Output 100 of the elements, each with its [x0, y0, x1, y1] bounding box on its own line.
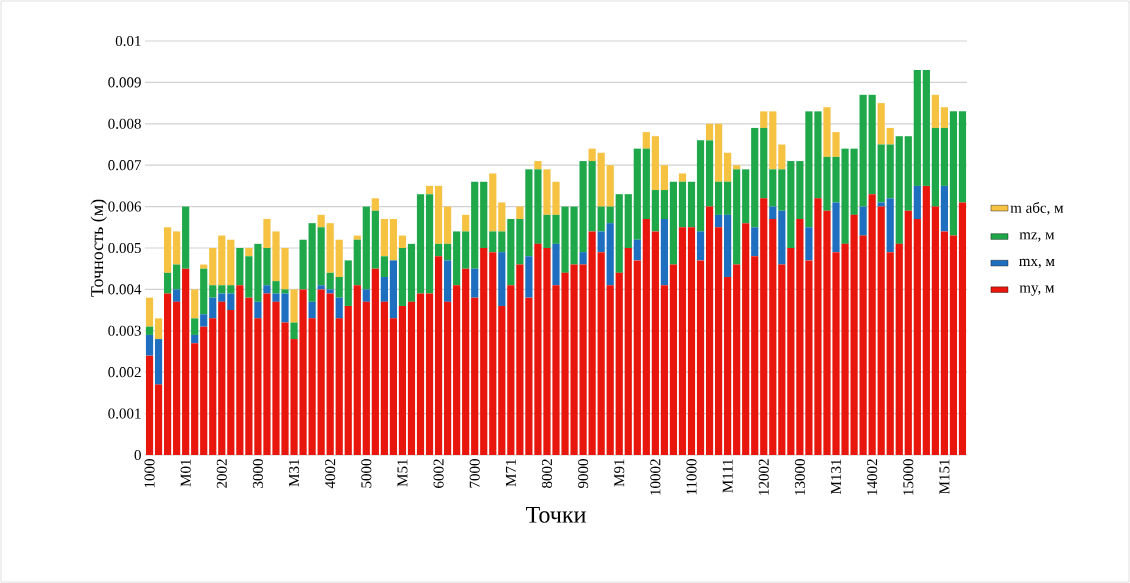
- bar: [696, 231, 705, 261]
- bar: [922, 69, 930, 186]
- x-tick-label: 12002: [758, 459, 769, 495]
- bar: [760, 198, 768, 455]
- bar: [633, 239, 641, 261]
- bar: [200, 268, 208, 315]
- bar: [733, 165, 741, 170]
- bar: [669, 264, 678, 455]
- bar: [254, 301, 262, 319]
- bar: [163, 227, 172, 273]
- bar: [778, 210, 786, 265]
- bar: [489, 173, 497, 232]
- bar: [335, 318, 343, 455]
- bar: [218, 301, 226, 455]
- bar: [886, 144, 894, 199]
- x-tick-label: 6002: [433, 459, 444, 488]
- x-tick-label: 8002: [541, 459, 553, 488]
- bar: [778, 169, 786, 211]
- bar: [597, 152, 605, 207]
- bar: [660, 165, 668, 191]
- y-tick-label: 0.005: [108, 242, 141, 254]
- x-tick-label: 4002: [325, 459, 336, 489]
- bar: [651, 190, 659, 232]
- bar: [154, 384, 163, 455]
- x-tick-label: M51: [397, 459, 408, 487]
- bar: [859, 94, 867, 207]
- bar: [805, 227, 813, 261]
- bar: [489, 252, 497, 455]
- bar: [651, 231, 659, 455]
- bar: [714, 214, 723, 228]
- bar: [705, 140, 714, 207]
- bar: [733, 169, 741, 265]
- bar: [751, 127, 759, 228]
- bar: [191, 343, 199, 455]
- bar: [606, 206, 614, 224]
- bar: [624, 247, 632, 455]
- bar: [317, 289, 325, 455]
- bar: [471, 268, 479, 298]
- x-tick-label: 10002: [650, 459, 661, 495]
- x-tick-label: 1000: [144, 459, 155, 488]
- y-tick-label: 0.009: [108, 77, 141, 88]
- bar: [209, 247, 217, 286]
- bar: [425, 185, 434, 195]
- bar: [398, 305, 407, 455]
- bar: [191, 318, 199, 335]
- x-tick-label: 11000: [686, 459, 697, 495]
- bar: [606, 285, 614, 455]
- bar: [425, 293, 434, 455]
- bar: [498, 305, 506, 455]
- bar: [796, 161, 804, 220]
- bar: [760, 127, 768, 199]
- legend-label: mx, м: [1019, 258, 1055, 269]
- bar: [200, 326, 208, 455]
- bar: [362, 301, 370, 455]
- bar: [335, 239, 343, 277]
- bar: [353, 235, 361, 240]
- bar: [525, 256, 533, 298]
- bar: [886, 127, 894, 145]
- bar: [154, 339, 163, 385]
- bar: [877, 144, 885, 203]
- bar: [895, 243, 903, 455]
- x-tick-label: M31: [289, 459, 300, 487]
- bar: [615, 272, 623, 455]
- bar: [326, 289, 334, 294]
- bar: [742, 169, 750, 224]
- bar: [344, 260, 352, 306]
- bar: [290, 322, 298, 340]
- bar: [769, 111, 777, 170]
- bar: [308, 318, 316, 455]
- bar: [236, 247, 244, 286]
- bar: [326, 293, 334, 455]
- bar: [380, 276, 388, 302]
- bar: [940, 185, 949, 232]
- bar: [516, 264, 524, 455]
- bar: [931, 94, 939, 128]
- bar: [218, 293, 226, 302]
- bar: [724, 214, 732, 277]
- bar: [335, 297, 343, 319]
- bar: [389, 219, 398, 261]
- bar: [877, 202, 885, 207]
- bar: [877, 206, 885, 455]
- bar: [769, 219, 777, 455]
- bar: [462, 231, 470, 269]
- x-axis-title: Точки: [526, 506, 586, 523]
- bar: [606, 223, 614, 286]
- bar: [453, 231, 461, 286]
- bar: [380, 219, 388, 257]
- x-tick-label: M131: [830, 459, 842, 494]
- bar: [507, 285, 515, 455]
- bar: [299, 239, 307, 290]
- bar: [362, 289, 370, 302]
- bar: [940, 231, 949, 455]
- bar: [380, 301, 388, 455]
- legend-label: mz, м: [1019, 232, 1055, 242]
- bar: [163, 272, 172, 294]
- y-axis-title: Точность (м): [90, 199, 107, 297]
- bar: [227, 239, 235, 286]
- bar: [696, 260, 705, 455]
- bar: [588, 231, 596, 455]
- bar: [434, 243, 443, 257]
